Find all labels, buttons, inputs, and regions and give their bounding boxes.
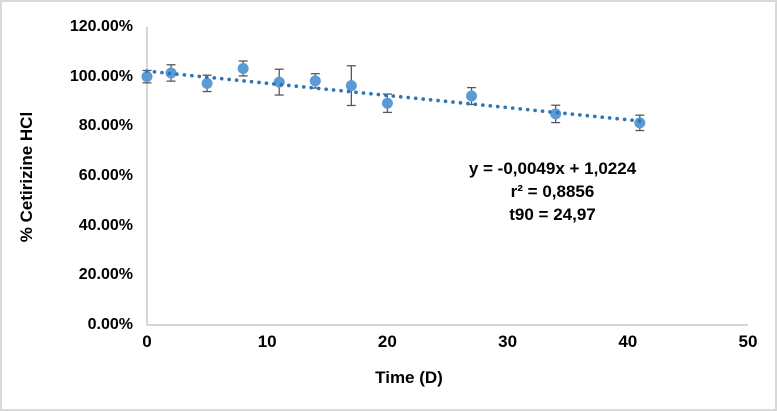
data-point-marker xyxy=(550,108,562,120)
y-tick-label: 40.00% xyxy=(78,216,133,234)
y-tick-label: 60.00% xyxy=(78,167,133,184)
x-tick-label: 20 xyxy=(377,332,397,351)
x-tick-label: 10 xyxy=(257,332,277,351)
data-point-marker xyxy=(273,76,285,88)
data-point-marker xyxy=(634,117,646,129)
trendline-r-squared: r² = 0,8856 xyxy=(510,182,595,201)
data-point-marker xyxy=(201,77,213,89)
y-tick-label: 0.00% xyxy=(87,316,133,333)
trendline-t90: t90 = 24,97 xyxy=(509,205,596,224)
data-point-marker xyxy=(141,71,153,83)
y-tick-label: 100.00% xyxy=(69,67,133,85)
x-tick-label: 40 xyxy=(618,332,638,351)
x-tick-label: 50 xyxy=(738,332,758,351)
trendline xyxy=(145,69,646,124)
x-axis-title: Time (D) xyxy=(375,368,443,387)
data-point-marker xyxy=(466,90,478,102)
y-tick-label: 120.00% xyxy=(69,18,133,35)
x-tick-label: 30 xyxy=(498,332,518,351)
data-point-marker xyxy=(237,62,249,74)
trendline-equation: y = -0,0049x + 1,0224 xyxy=(468,159,637,178)
data-point-marker xyxy=(309,75,321,87)
x-tick-label: 0 xyxy=(142,332,152,351)
y-tick-label: 20.00% xyxy=(78,266,133,284)
data-point-marker xyxy=(381,97,393,109)
data-point-marker xyxy=(345,80,357,92)
y-tick-label: 80.00% xyxy=(78,117,133,135)
trendline-annotation: y = -0,0049x + 1,0224 r² = 0,8856 t90 = … xyxy=(445,157,660,226)
